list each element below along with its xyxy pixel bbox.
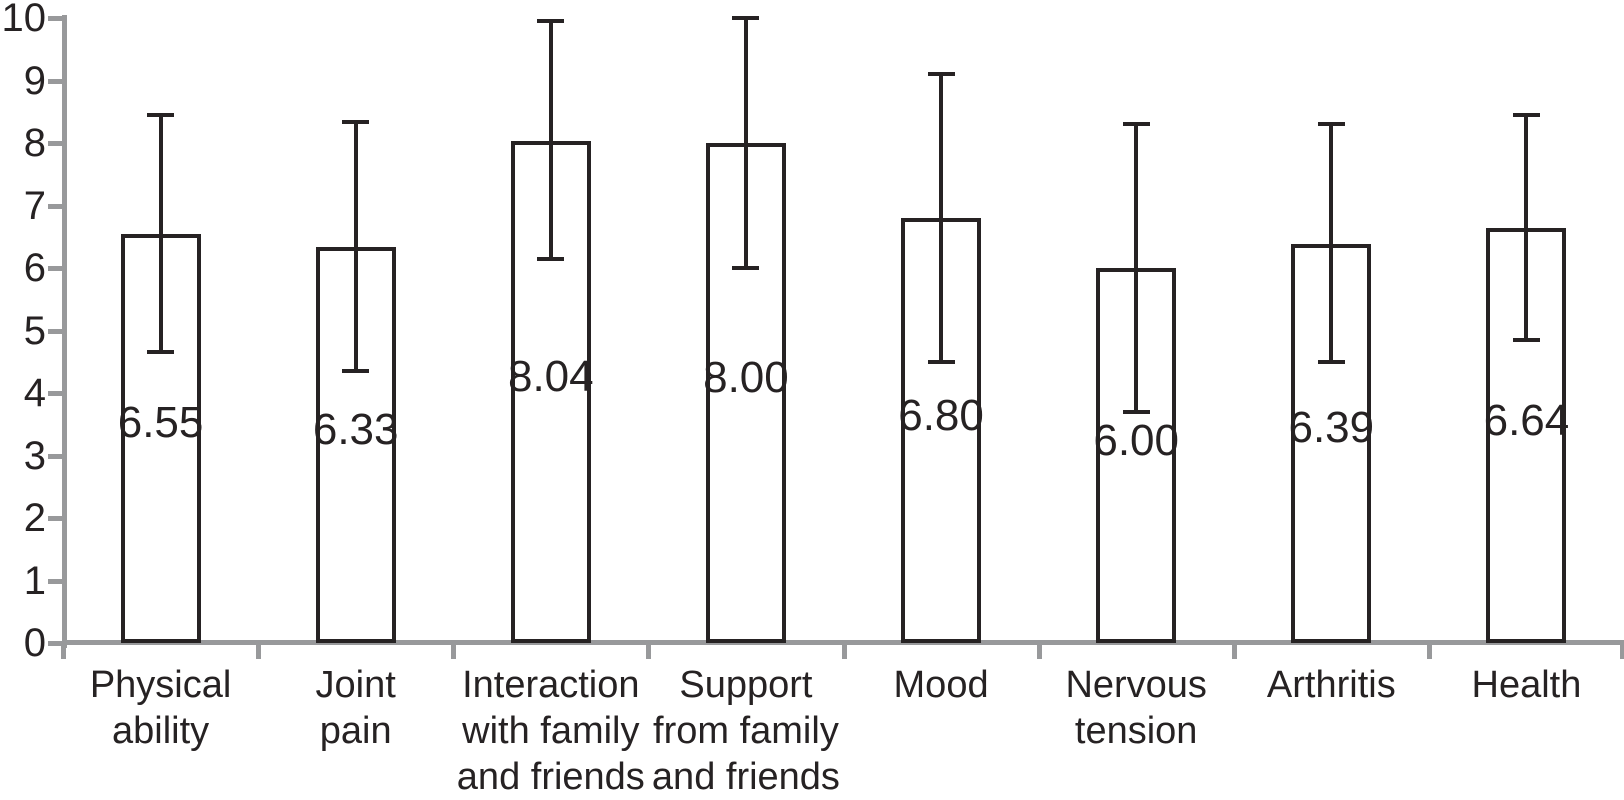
error-bar-top-cap (732, 16, 760, 20)
category-label: Health (1471, 664, 1582, 706)
error-bar-bottom-cap (147, 350, 175, 355)
error-bar-bottom-cap (1317, 359, 1345, 364)
y-tick-label: 10 (1, 0, 47, 40)
y-tick-label: 0 (23, 621, 46, 665)
y-tick-label: 7 (23, 183, 46, 228)
y-tick (48, 391, 62, 396)
x-tick (646, 645, 652, 659)
error-bar-bottom-cap (342, 369, 370, 374)
bar-value-label: 6.39 (1288, 403, 1375, 453)
x-tick (1426, 645, 1432, 659)
error-bar-top-cap (147, 112, 175, 117)
x-tick (1036, 645, 1042, 659)
error-bar-bottom-cap (927, 359, 955, 364)
error-bar-top-cap (1317, 122, 1345, 127)
x-tick (841, 645, 847, 659)
y-tick-label: 4 (23, 371, 46, 415)
error-bar (1134, 124, 1139, 412)
bar-value-label: 8.04 (507, 351, 594, 401)
bar (120, 233, 201, 643)
y-tick-label: 8 (23, 121, 46, 165)
error-bar-bottom-cap (732, 266, 760, 270)
bar-value-label: 6.00 (1093, 415, 1179, 465)
y-tick (48, 141, 62, 146)
category-label: Nervous tension (1065, 664, 1207, 752)
y-tick-label: 2 (23, 496, 46, 540)
y-tick (48, 328, 62, 334)
error-bar (548, 21, 553, 259)
bar-value-label: 6.64 (1483, 395, 1570, 445)
category-label: Mood (893, 664, 989, 706)
y-tick-label: 5 (23, 308, 46, 353)
category-label: Physical ability (89, 664, 232, 752)
bar-value-label: 6.80 (898, 390, 984, 440)
bar (1486, 228, 1567, 643)
x-tick (256, 645, 262, 659)
error-bar-top-cap (1122, 122, 1150, 127)
error-bar (1329, 124, 1334, 362)
error-bar-bottom-cap (1512, 337, 1540, 342)
y-tick-label: 9 (23, 58, 46, 103)
y-tick (48, 203, 62, 209)
error-bar-top-cap (1512, 112, 1540, 117)
error-bar (158, 114, 163, 353)
x-axis-line (62, 640, 1624, 645)
y-tick (48, 78, 62, 84)
x-tick (1231, 645, 1237, 659)
y-tick (48, 516, 62, 521)
x-tick (61, 645, 66, 659)
bar-value-label: 6.33 (312, 405, 399, 455)
bar-value-label: 8.00 (703, 353, 789, 402)
error-bar-top-cap (537, 19, 565, 24)
y-axis-line (62, 15, 67, 648)
x-tick (451, 645, 457, 659)
y-tick (48, 16, 62, 21)
y-tick (48, 266, 62, 271)
y-tick-label: 3 (23, 433, 46, 478)
y-tick (48, 453, 62, 459)
error-bar (1524, 114, 1529, 340)
error-bar-bottom-cap (537, 256, 565, 261)
error-bar (939, 74, 944, 362)
bar-value-label: 6.55 (117, 398, 204, 448)
category-label: Joint pain (315, 664, 396, 752)
y-tick (48, 641, 62, 646)
error-bar-top-cap (927, 72, 955, 77)
y-tick-label: 1 (23, 558, 46, 603)
error-bar (353, 122, 358, 372)
category-label: Arthritis (1266, 664, 1396, 706)
x-tick (1620, 645, 1624, 659)
y-tick (48, 578, 62, 584)
error-bar (743, 18, 748, 268)
error-bar-top-cap (342, 120, 370, 125)
error-bar-bottom-cap (1122, 409, 1150, 414)
y-tick-label: 6 (23, 246, 46, 290)
